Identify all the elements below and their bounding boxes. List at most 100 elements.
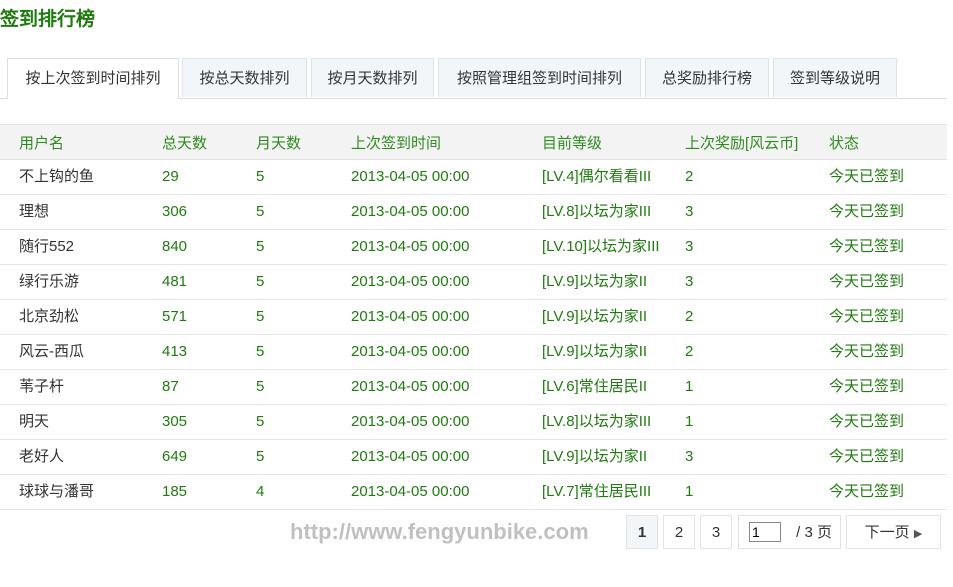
next-page-label: 下一页: [864, 524, 910, 541]
last-signin-cell: 2013-04-05 00:00: [351, 369, 542, 405]
username-cell[interactable]: 风云-西瓜: [0, 334, 162, 370]
tab-5[interactable]: 签到等级说明: [773, 58, 897, 97]
pager: http://www.fengyunbike.com 1 2 3 / 3 页 下…: [0, 515, 947, 555]
total-days-cell: 481: [162, 264, 256, 300]
caret-right-icon: ▶: [913, 528, 923, 540]
level-cell: [LV.9]以坛为家II: [542, 299, 685, 335]
table-header-row: 用户名 总天数 月天数 上次签到时间 目前等级 上次奖励[风云币] 状态: [0, 124, 947, 160]
reward-cell: 2: [685, 334, 829, 370]
table-row: 随行552 840 5 2013-04-05 00:00 [LV.10]以坛为家III 3…: [0, 229, 947, 265]
page-3-button[interactable]: 3: [700, 515, 732, 549]
status-cell: 今天已签到: [829, 264, 947, 300]
reward-cell: 3: [685, 194, 829, 230]
last-signin-cell: 2013-04-05 00:00: [351, 299, 542, 335]
status-cell: 今天已签到: [829, 474, 947, 510]
total-days-cell: 840: [162, 229, 256, 265]
last-signin-cell: 2013-04-05 00:00: [351, 264, 542, 300]
username-cell[interactable]: 明天: [0, 404, 162, 440]
username-cell[interactable]: 苇子杆: [0, 369, 162, 405]
page-title: 签到排行榜: [0, 9, 96, 30]
status-cell: 今天已签到: [829, 369, 947, 405]
table-row: 不上钩的鱼 29 5 2013-04-05 00:00 [LV.4]偶尔看看III 2 今天…: [0, 159, 947, 195]
last-signin-cell: 2013-04-05 00:00: [351, 229, 542, 265]
total-days-cell: 29: [162, 159, 256, 195]
page-total: / 3 页: [796, 524, 832, 541]
column-header[interactable]: 总天数: [162, 124, 256, 160]
username-cell[interactable]: 随行552: [0, 229, 162, 265]
month-days-cell: 5: [256, 334, 351, 370]
level-cell: [LV.8]以坛为家III: [542, 404, 685, 440]
level-cell: [LV.6]常住居民II: [542, 369, 685, 405]
next-page-button[interactable]: 下一页 ▶: [846, 515, 941, 549]
reward-cell: 2: [685, 299, 829, 335]
level-cell: [LV.9]以坛为家II: [542, 439, 685, 475]
month-days-cell: 5: [256, 194, 351, 230]
total-days-cell: 649: [162, 439, 256, 475]
column-header[interactable]: 状态: [829, 124, 947, 160]
page-1-button[interactable]: 1: [626, 515, 658, 549]
column-header[interactable]: 上次奖励[风云币]: [685, 124, 829, 160]
table-row: 老好人 649 5 2013-04-05 00:00 [LV.9]以坛为家II 3 今天已签…: [0, 439, 947, 475]
username-cell[interactable]: 不上钩的鱼: [0, 159, 162, 195]
table-row: 绿行乐游 481 5 2013-04-05 00:00 [LV.9]以坛为家II 3 今天已…: [0, 264, 947, 300]
last-signin-cell: 2013-04-05 00:00: [351, 439, 542, 475]
level-cell: [LV.8]以坛为家III: [542, 194, 685, 230]
level-cell: [LV.9]以坛为家II: [542, 264, 685, 300]
last-signin-cell: 2013-04-05 00:00: [351, 404, 542, 440]
column-header[interactable]: 月天数: [256, 124, 351, 160]
month-days-cell: 4: [256, 474, 351, 510]
level-cell: [LV.4]偶尔看看III: [542, 159, 685, 195]
username-cell[interactable]: 北京劲松: [0, 299, 162, 335]
ranking-table: 用户名 总天数 月天数 上次签到时间 目前等级 上次奖励[风云币] 状态 不上钩的鱼 29 5 2…: [0, 124, 947, 510]
total-days-cell: 306: [162, 194, 256, 230]
status-cell: 今天已签到: [829, 404, 947, 440]
last-signin-cell: 2013-04-05 00:00: [351, 474, 542, 510]
table-row: 球球与潘哥 185 4 2013-04-05 00:00 [LV.7]常住居民III 1 今…: [0, 474, 947, 510]
username-cell[interactable]: 老好人: [0, 439, 162, 475]
month-days-cell: 5: [256, 404, 351, 440]
level-cell: [LV.9]以坛为家II: [542, 334, 685, 370]
reward-cell: 1: [685, 474, 829, 510]
table-row: 理想 306 5 2013-04-05 00:00 [LV.8]以坛为家III 3 今天已签…: [0, 194, 947, 230]
tab-2[interactable]: 按月天数排列: [311, 58, 434, 97]
username-cell[interactable]: 球球与潘哥: [0, 474, 162, 510]
tab-bar: 按上次签到时间排列 按总天数排列 按月天数排列 按照管理组签到时间排列 总奖励排行榜 签到…: [0, 58, 947, 99]
status-cell: 今天已签到: [829, 334, 947, 370]
column-header[interactable]: 目前等级: [542, 124, 685, 160]
tab-4[interactable]: 总奖励排行榜: [645, 58, 769, 97]
month-days-cell: 5: [256, 264, 351, 300]
main-content: 用户名 总天数 月天数 上次签到时间 目前等级 上次奖励[风云币] 状态 不上钩的鱼 29 5 2…: [0, 124, 947, 555]
status-cell: 今天已签到: [829, 439, 947, 475]
total-days-cell: 305: [162, 404, 256, 440]
last-signin-cell: 2013-04-05 00:00: [351, 194, 542, 230]
status-cell: 今天已签到: [829, 229, 947, 265]
total-days-cell: 413: [162, 334, 256, 370]
total-days-cell: 571: [162, 299, 256, 335]
page-2-button[interactable]: 2: [663, 515, 695, 549]
watermark: http://www.fengyunbike.com: [290, 519, 589, 544]
table-row: 风云-西瓜 413 5 2013-04-05 00:00 [LV.9]以坛为家II 2 今天…: [0, 334, 947, 370]
month-days-cell: 5: [256, 439, 351, 475]
tab-1[interactable]: 按总天数排列: [182, 58, 307, 97]
column-header[interactable]: 用户名: [0, 124, 162, 160]
username-cell[interactable]: 绿行乐游: [0, 264, 162, 300]
level-cell: [LV.7]常住居民III: [542, 474, 685, 510]
tab-0[interactable]: 按上次签到时间排列: [7, 58, 179, 99]
month-days-cell: 5: [256, 159, 351, 195]
level-cell: [LV.10]以坛为家III: [542, 229, 685, 265]
column-header[interactable]: 上次签到时间: [351, 124, 542, 160]
reward-cell: 1: [685, 369, 829, 405]
table-row: 北京劲松 571 5 2013-04-05 00:00 [LV.9]以坛为家II 2 今天已…: [0, 299, 947, 335]
tab-3[interactable]: 按照管理组签到时间排列: [438, 58, 641, 97]
status-cell: 今天已签到: [829, 194, 947, 230]
month-days-cell: 5: [256, 369, 351, 405]
table-row: 苇子杆 87 5 2013-04-05 00:00 [LV.6]常住居民II 1 今天已签到: [0, 369, 947, 405]
username-cell[interactable]: 理想: [0, 194, 162, 230]
reward-cell: 3: [685, 264, 829, 300]
month-days-cell: 5: [256, 229, 351, 265]
last-signin-cell: 2013-04-05 00:00: [351, 334, 542, 370]
total-days-cell: 185: [162, 474, 256, 510]
page-input[interactable]: [749, 522, 781, 542]
reward-cell: 3: [685, 439, 829, 475]
reward-cell: 1: [685, 404, 829, 440]
